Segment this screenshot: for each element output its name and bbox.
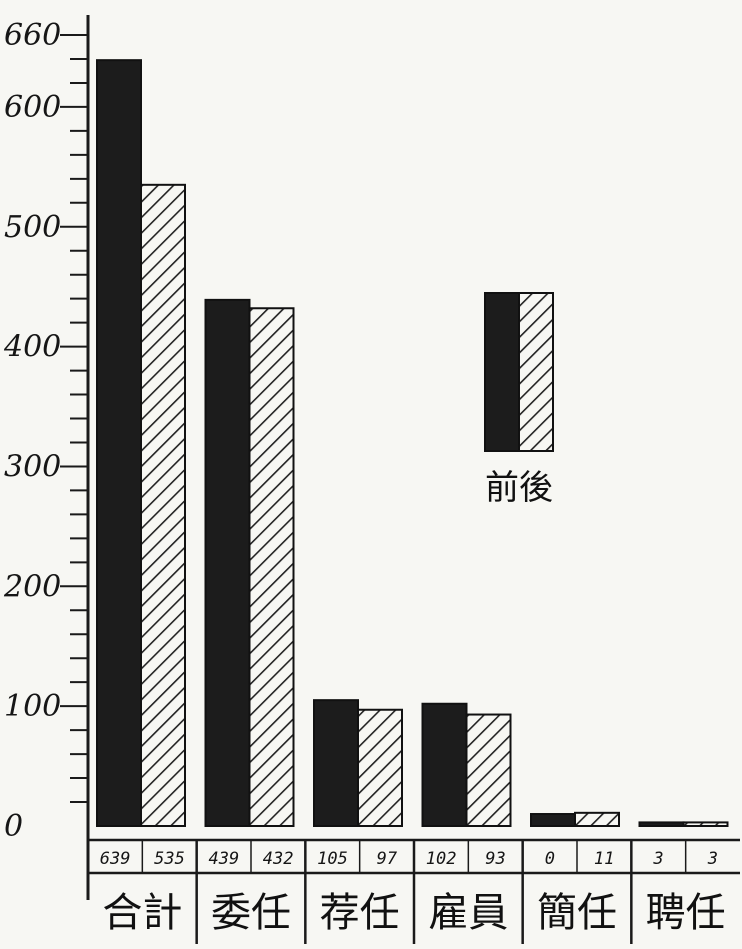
y-tick-label: 200 (3, 569, 61, 604)
bar-before (638, 821, 685, 827)
value-label: 0 (545, 849, 555, 869)
y-tick-label: 100 (4, 689, 61, 724)
value-label: 97 (377, 849, 398, 869)
bar-after (357, 708, 403, 827)
value-label: 535 (154, 849, 185, 869)
bar-before (313, 699, 359, 828)
y-tick-label: 500 (4, 210, 61, 245)
y-axis: 0 100 200 300 400 500 600 660 (3, 15, 90, 900)
legend-swatch-before (484, 292, 520, 452)
bar-after (682, 821, 729, 827)
bar-before (204, 298, 251, 827)
value-label: 93 (485, 849, 505, 869)
bar-after (140, 183, 186, 827)
category-label: 委任 (211, 890, 291, 936)
y-tick-label: 0 (4, 809, 23, 844)
bar-after (574, 811, 620, 827)
category-label: 雇員 (428, 890, 508, 936)
category-label: 聘任 (646, 890, 726, 936)
category-label: 簡任 (537, 890, 617, 936)
legend-swatch-after (518, 292, 554, 452)
category-label: 荐任 (320, 890, 400, 936)
legend: 前後 (484, 292, 554, 508)
value-label: 439 (208, 849, 239, 869)
value-label: 11 (594, 849, 614, 869)
bar-before (96, 59, 142, 828)
y-tick-label: 600 (4, 90, 61, 125)
value-label: 432 (263, 849, 294, 869)
value-label: 3 (652, 849, 663, 869)
y-tick-label: 400 (3, 330, 61, 365)
bar-before (421, 702, 468, 827)
legend-label: 後 (519, 468, 553, 508)
value-label: 105 (317, 849, 348, 869)
value-label: 639 (100, 849, 131, 869)
bar-after (248, 307, 295, 828)
legend-label: 前 (485, 468, 519, 508)
y-tick-label: 300 (4, 449, 61, 484)
category-label: 合計 (102, 890, 182, 936)
value-label: 102 (426, 849, 457, 869)
data-table: 639 535 合計 439 432 委任 105 97 荐任 102 93 雇員 0 11 簡任 3 3 聘任 (88, 838, 740, 944)
bars (96, 59, 729, 828)
bar-after (465, 713, 512, 827)
value-label: 3 (707, 849, 718, 869)
bar-before (530, 813, 576, 827)
y-tick-label: 660 (4, 18, 61, 53)
